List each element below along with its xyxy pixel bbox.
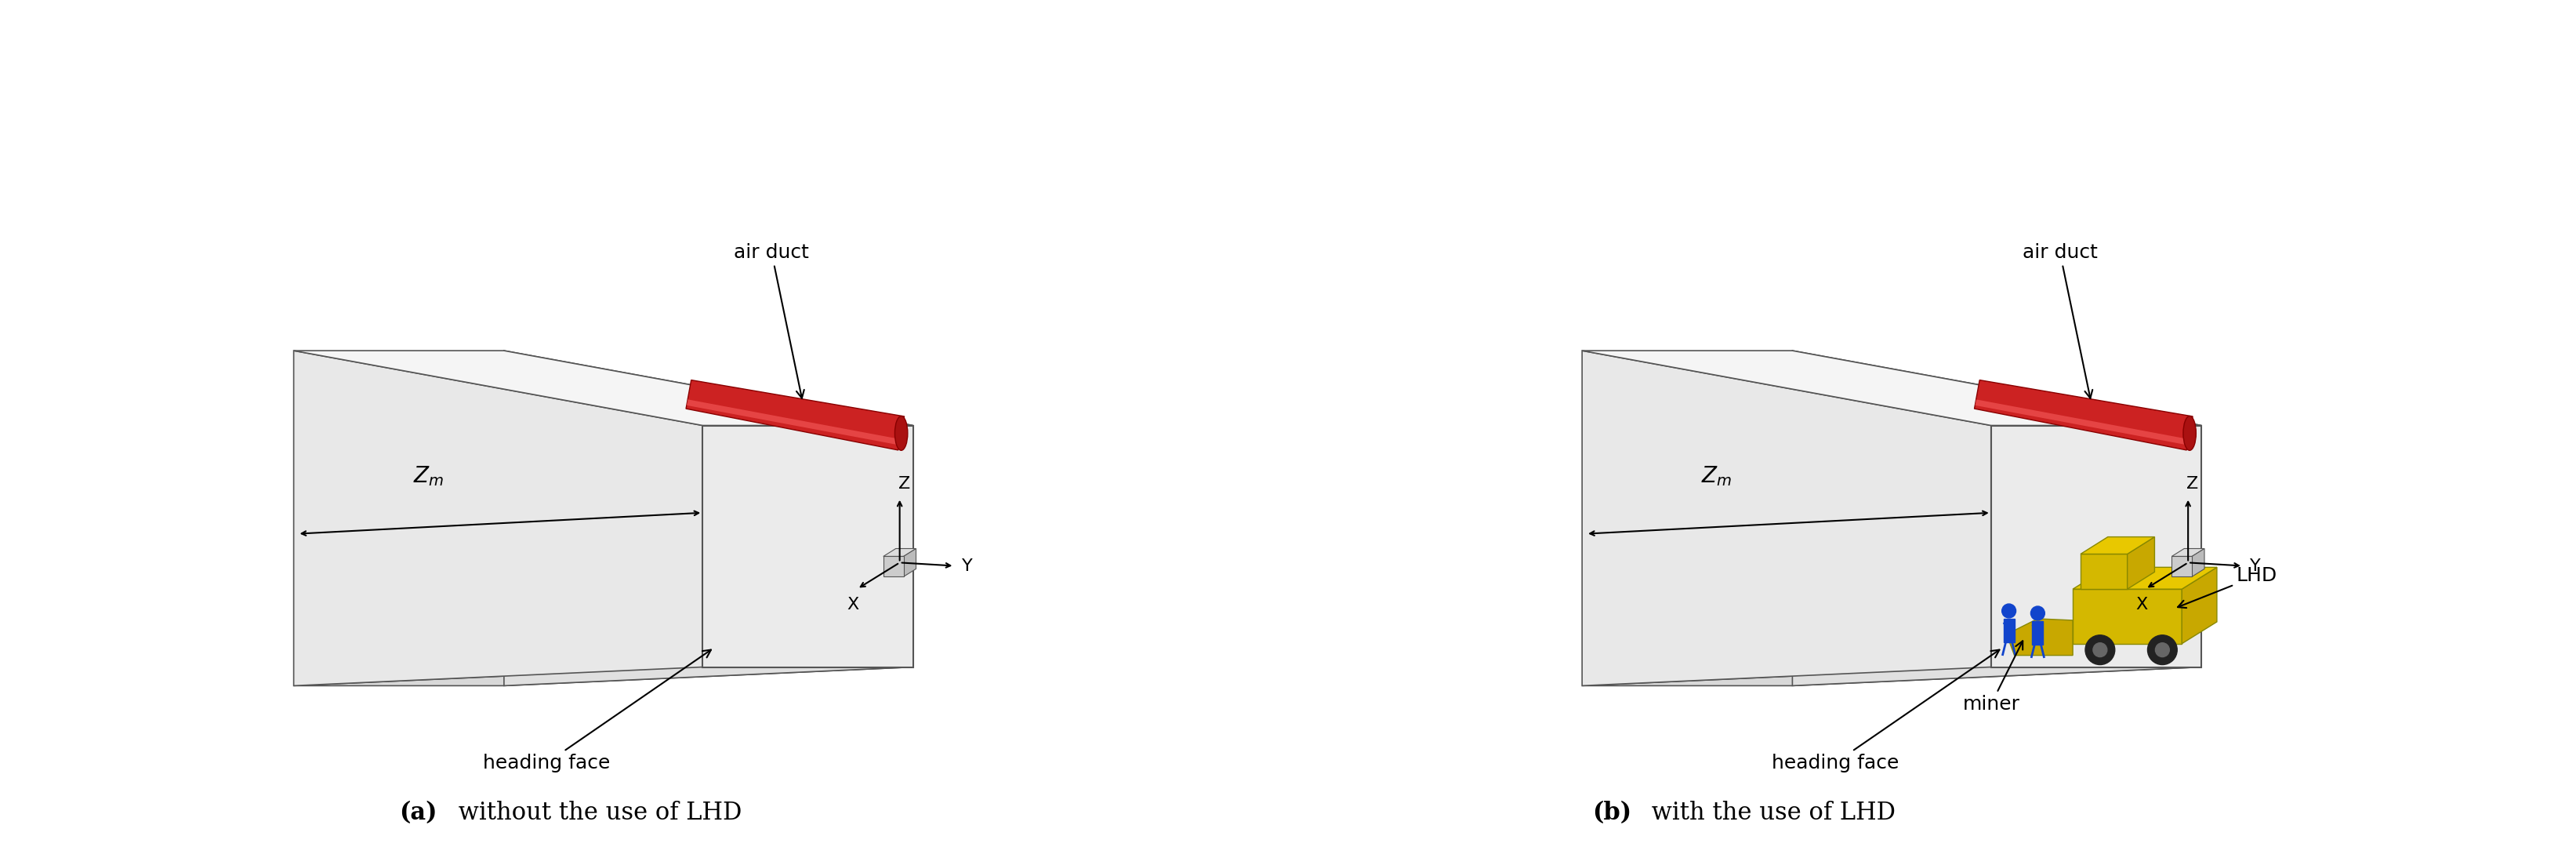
Polygon shape <box>904 549 914 577</box>
Polygon shape <box>2182 567 2215 644</box>
Polygon shape <box>703 425 912 667</box>
Text: air duct: air duct <box>734 243 809 398</box>
Polygon shape <box>2128 537 2154 590</box>
Polygon shape <box>294 667 912 686</box>
Circle shape <box>2092 643 2107 657</box>
Text: $Z_m$: $Z_m$ <box>412 464 443 488</box>
Circle shape <box>2154 643 2169 657</box>
Text: air duct: air duct <box>2022 243 2097 398</box>
Polygon shape <box>2172 549 2202 556</box>
Polygon shape <box>685 380 904 450</box>
Polygon shape <box>2079 554 2128 590</box>
Polygon shape <box>2172 556 2192 577</box>
Polygon shape <box>2192 549 2202 577</box>
Text: without the use of LHD: without the use of LHD <box>451 801 742 825</box>
Ellipse shape <box>2182 416 2195 451</box>
Bar <box>2004 618 2014 642</box>
Polygon shape <box>294 351 912 425</box>
Polygon shape <box>1582 667 2200 686</box>
Text: heading face: heading face <box>1772 650 1999 772</box>
Text: miner: miner <box>1963 641 2022 714</box>
Polygon shape <box>1973 400 2187 445</box>
Text: Z: Z <box>899 476 909 491</box>
Polygon shape <box>294 351 703 686</box>
Polygon shape <box>884 549 914 556</box>
Polygon shape <box>1991 425 2200 667</box>
Circle shape <box>2030 606 2045 620</box>
Circle shape <box>2084 635 2115 665</box>
Text: (b): (b) <box>1592 801 1631 825</box>
Polygon shape <box>2071 590 2182 644</box>
Polygon shape <box>505 351 912 686</box>
Polygon shape <box>2071 567 2215 590</box>
Text: Y: Y <box>2249 558 2259 573</box>
Text: (a): (a) <box>399 801 438 825</box>
Polygon shape <box>1582 351 2200 425</box>
Polygon shape <box>2007 618 2071 656</box>
Polygon shape <box>1793 351 2200 686</box>
Polygon shape <box>1973 380 2192 450</box>
Polygon shape <box>884 556 904 577</box>
Text: X: X <box>848 596 858 612</box>
Bar <box>2032 621 2043 645</box>
Circle shape <box>2002 604 2014 618</box>
Text: Z: Z <box>2187 476 2197 491</box>
Ellipse shape <box>894 416 907 451</box>
Polygon shape <box>685 400 899 445</box>
Text: with the use of LHD: with the use of LHD <box>1643 801 1896 825</box>
Polygon shape <box>2079 537 2154 554</box>
Text: X: X <box>2136 596 2146 612</box>
Text: LHD: LHD <box>2177 567 2277 608</box>
Text: heading face: heading face <box>484 650 711 772</box>
Polygon shape <box>1582 351 1991 686</box>
Circle shape <box>2146 635 2177 665</box>
Text: Y: Y <box>961 558 971 573</box>
Text: $Z_m$: $Z_m$ <box>1700 464 1731 488</box>
